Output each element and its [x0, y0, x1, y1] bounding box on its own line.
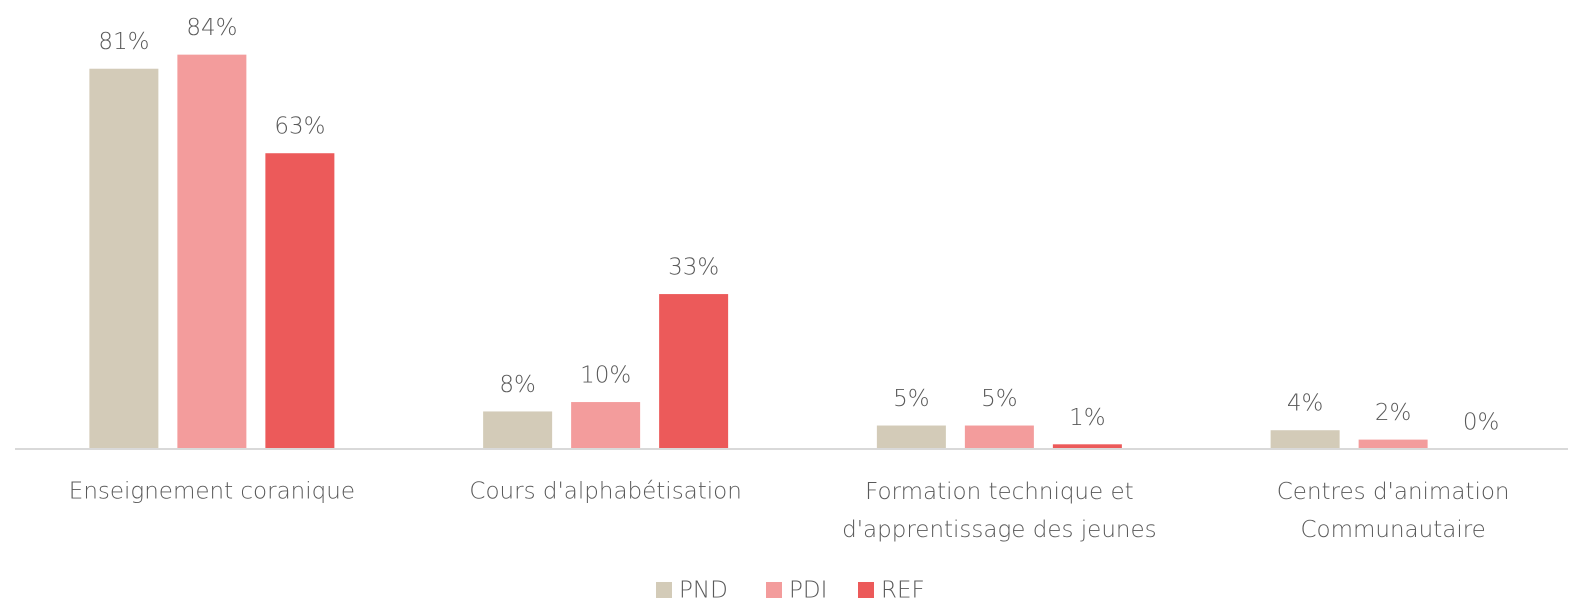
bar [177, 54, 247, 450]
bar [964, 425, 1034, 449]
bar [659, 294, 729, 449]
value-label: 0% [1463, 410, 1500, 436]
legend-swatch [656, 582, 672, 598]
value-label: 63% [274, 114, 325, 140]
x-tick-label: Enseignement coranique [69, 479, 355, 505]
value-label: 10% [580, 363, 631, 389]
bar [876, 425, 946, 449]
bar [571, 402, 641, 449]
legend-label: PDI [789, 578, 827, 604]
legend-label: PND [679, 578, 728, 604]
bar [483, 411, 553, 449]
x-tick-label: Cours d'alphabétisation [469, 479, 741, 505]
legend-label: REF [881, 578, 925, 604]
x-tick-label: Centres d'animation Communautaire [1277, 479, 1510, 543]
value-label: 5% [981, 386, 1018, 412]
value-label: 81% [98, 29, 149, 55]
value-label: 4% [1287, 391, 1324, 417]
legend-swatch [858, 582, 874, 598]
bar [1052, 444, 1122, 449]
bar [1358, 439, 1428, 449]
legend-swatch [766, 582, 782, 598]
value-label: 1% [1069, 405, 1106, 431]
value-label: 8% [499, 372, 536, 398]
bar [265, 153, 335, 450]
bar [1270, 430, 1340, 449]
value-label: 33% [668, 255, 719, 281]
value-label: 5% [893, 386, 930, 412]
value-label: 2% [1375, 400, 1412, 426]
value-label: 84% [186, 15, 237, 41]
x-tick-label: Formation technique et d'apprentissage de… [842, 479, 1157, 543]
bar [89, 68, 159, 449]
